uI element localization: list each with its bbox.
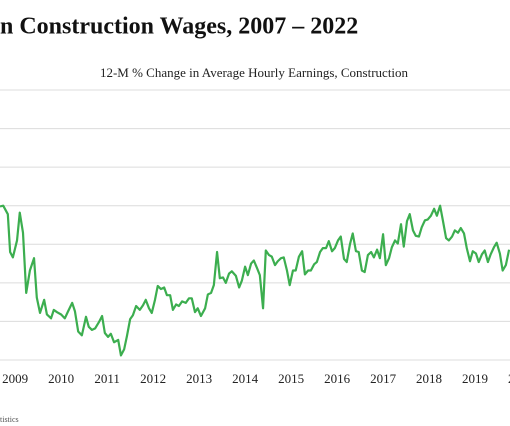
x-tick-label: 2014 <box>232 371 259 386</box>
x-tick-label: 2015 <box>278 371 304 386</box>
x-tick-label: 2013 <box>186 371 212 386</box>
x-tick-label: 2020 <box>508 371 510 386</box>
x-tick-label: 2010 <box>48 371 74 386</box>
x-tick-label: 2011 <box>94 371 120 386</box>
x-tick-label: 2012 <box>140 371 166 386</box>
chart-subtitle: 12-M % Change in Average Hourly Earnings… <box>100 65 409 80</box>
x-tick-label: 2018 <box>416 371 442 386</box>
x-tick-label: 2009 <box>2 371 28 386</box>
data-line <box>0 204 510 357</box>
x-tick-label: 2016 <box>324 371 351 386</box>
x-tick-label: 2019 <box>462 371 488 386</box>
chart-title: n Construction Wages, 2007 – 2022 <box>0 14 358 40</box>
source-note: tistics <box>0 415 19 424</box>
x-tick-label: 2017 <box>370 371 397 386</box>
